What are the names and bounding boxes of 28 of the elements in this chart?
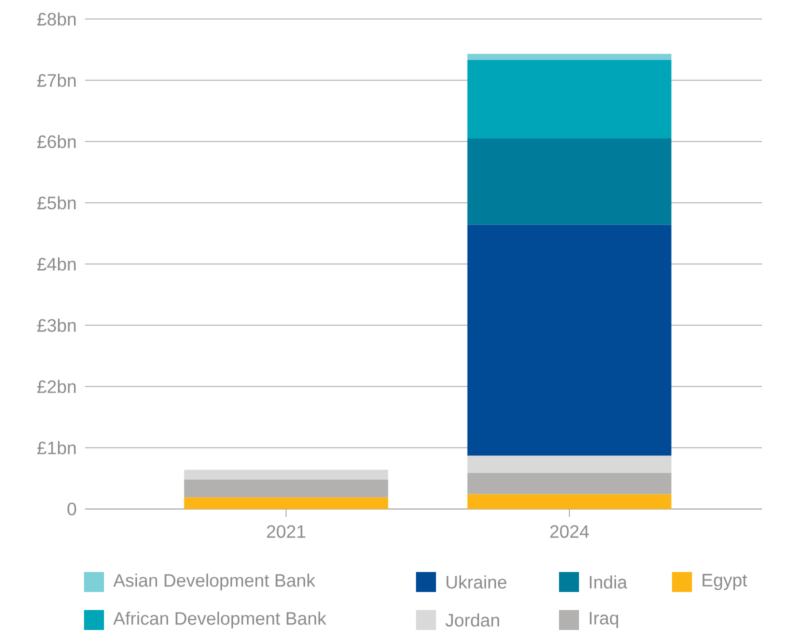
bar <box>467 60 672 138</box>
y-tick-label: 0 <box>67 502 76 516</box>
legend-label: Ukraine <box>446 575 506 589</box>
bar <box>184 480 388 498</box>
legend-label: Jordan <box>445 613 500 627</box>
bar <box>467 456 672 473</box>
y-tick-label: £1bn <box>37 441 76 454</box>
legend-label: Iraq <box>590 612 618 628</box>
y-tick-label: £8bn <box>37 12 76 26</box>
y-tick-label: £5bn <box>37 196 76 210</box>
legend-label: India <box>590 575 628 589</box>
bar <box>467 494 672 510</box>
bar <box>467 224 672 456</box>
bar <box>467 138 672 225</box>
bar <box>467 472 672 494</box>
legend-label: African Development Bank <box>113 612 326 628</box>
y-tick-label: £2bn <box>37 380 76 394</box>
bar <box>467 54 672 60</box>
y-tick-label: £7bn <box>37 74 76 87</box>
y-tick-label: £4bn <box>37 257 76 271</box>
y-tick-label: £3bn <box>37 318 76 332</box>
bar <box>184 470 388 480</box>
y-tick-label: £6bn <box>37 134 76 148</box>
legend-label: Asian Development Bank <box>113 574 316 590</box>
x-tick-label: 2021 <box>267 525 306 538</box>
x-tick-label: 2024 <box>550 525 589 538</box>
legend-label: Egypt <box>702 574 748 590</box>
bar <box>184 497 388 510</box>
